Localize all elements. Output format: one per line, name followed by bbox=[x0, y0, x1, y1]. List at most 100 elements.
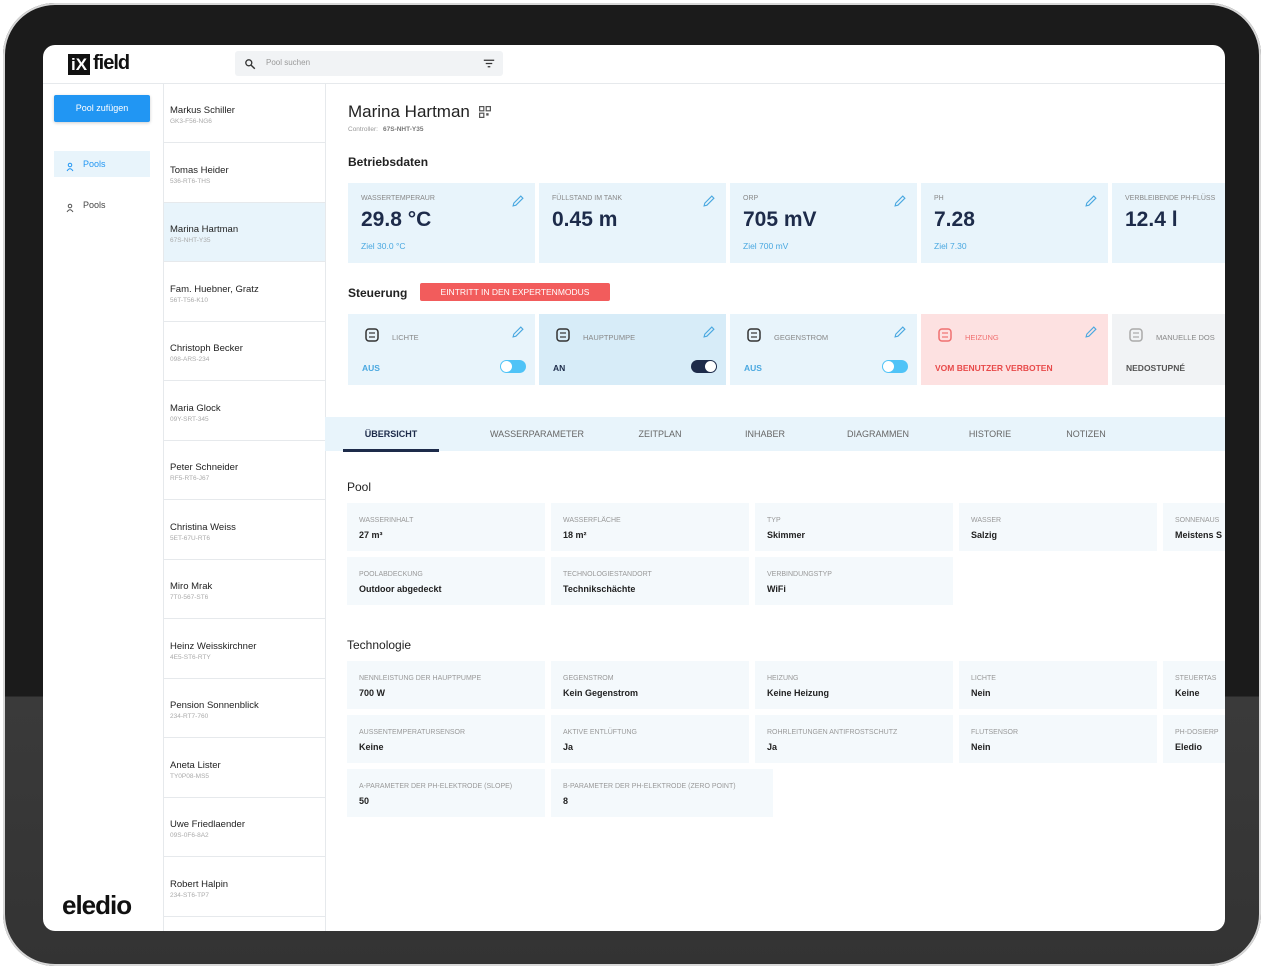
pool-list-item[interactable]: Tomas Heider 536-RT6-THS bbox=[164, 144, 325, 203]
control-icon bbox=[744, 325, 764, 345]
field-card: SONNENAUS Meistens S bbox=[1163, 503, 1225, 551]
tab[interactable]: INHABER bbox=[744, 429, 785, 439]
control-state: NEDOSTUPNÉ bbox=[1126, 363, 1186, 373]
expert-mode-button[interactable]: EINTRITT IN DEN EXPERTENMODUS bbox=[420, 283, 610, 301]
metric-label: VERBLEIBENDE PH-FLÜSS bbox=[1125, 195, 1216, 202]
filter-icon[interactable] bbox=[482, 57, 496, 70]
section-heading: Betriebsdaten bbox=[348, 155, 429, 169]
pool-list-item[interactable]: Christoph Becker 098-ARS-234 bbox=[164, 322, 325, 381]
metric-label: FÜLLSTAND IM TANK bbox=[552, 195, 623, 202]
metric-value: 29.8 °C bbox=[361, 208, 432, 231]
logo-name: field bbox=[93, 52, 130, 74]
control-icon bbox=[553, 325, 573, 345]
toggle-switch[interactable] bbox=[500, 360, 526, 373]
field-value: Nein bbox=[971, 688, 991, 698]
field-value: 8 bbox=[563, 796, 569, 806]
pool-code: 5ET-67U-RT6 bbox=[170, 534, 210, 542]
tab[interactable]: ÜBERSICHT bbox=[364, 429, 418, 439]
field-card: VERBINDUNGSTYP WiFi bbox=[755, 557, 953, 605]
field-label: HEIZUNG bbox=[767, 675, 799, 682]
pool-list-item[interactable]: Heinz Weisskirchner 4E5-ST6-RTY bbox=[164, 620, 325, 679]
pool-code: 234-ST6-TP7 bbox=[170, 891, 210, 899]
toggle-knob bbox=[705, 361, 716, 372]
logo-mark: iX bbox=[68, 54, 90, 75]
field-label: GEGENSTROM bbox=[563, 675, 614, 682]
tab[interactable]: WASSERPARAMETER bbox=[490, 429, 585, 439]
toggle-knob bbox=[883, 361, 894, 372]
toggle-knob bbox=[501, 361, 512, 372]
tablet-frame: iX field Pool suchen Pool zufügen Pools Pools… bbox=[3, 3, 1261, 966]
pool-list-item[interactable]: Fam. Huebner, Gratz 56T-T56-K10 bbox=[164, 263, 325, 322]
control-card[interactable]: HEIZUNG VOM BENUTZER VERBOTEN bbox=[921, 314, 1108, 385]
field-label: PH-DOSIERP bbox=[1175, 729, 1219, 736]
add-pool-button[interactable]: Pool zufügen bbox=[54, 95, 150, 122]
nav-label: Pools bbox=[83, 200, 106, 210]
field-value: Salzig bbox=[971, 530, 998, 540]
screen: iX field Pool suchen Pool zufügen Pools Pools… bbox=[43, 45, 1225, 931]
metric-value: 705 mV bbox=[743, 208, 817, 231]
field-label: TYP bbox=[767, 517, 781, 524]
field-card: POOLABDECKUNG Outdoor abgedeckt bbox=[347, 557, 545, 605]
search-placeholder: Pool suchen bbox=[266, 58, 311, 67]
qr-icon bbox=[479, 105, 491, 118]
metric-card: ORP 705 mV Ziel 700 mV bbox=[730, 183, 917, 263]
tab[interactable]: NOTIZEN bbox=[1066, 429, 1106, 439]
edit-icon[interactable] bbox=[893, 325, 907, 339]
pool-name: Aneta Lister bbox=[170, 759, 221, 771]
pool-list-item[interactable]: Peter Schneider RF5-RT6-J67 bbox=[164, 441, 325, 500]
edit-icon[interactable] bbox=[1084, 194, 1098, 208]
control-icon bbox=[935, 325, 955, 345]
pool-list-item[interactable]: Pension Sonnenblick 234-RT7-760 bbox=[164, 679, 325, 738]
metric-card: PH 7.28 Ziel 7.30 bbox=[921, 183, 1108, 263]
field-value: Ja bbox=[767, 742, 778, 752]
pool-code: RF5-RT6-J67 bbox=[170, 475, 210, 482]
nav-item[interactable]: Pools bbox=[54, 192, 150, 218]
edit-icon[interactable] bbox=[1084, 325, 1098, 339]
pool-name: Tomas Heider bbox=[170, 164, 229, 176]
pool-list-item[interactable]: Christina Weiss 5ET-67U-RT6 bbox=[164, 501, 325, 560]
pool-name: Fam. Huebner, Gratz bbox=[170, 283, 259, 295]
control-card[interactable]: HAUPTPUMPE AN bbox=[539, 314, 726, 385]
pool-list-item[interactable]: Aneta Lister TY0P08-MS5 bbox=[164, 739, 325, 798]
field-value: Outdoor abgedeckt bbox=[359, 584, 442, 594]
nav-item[interactable]: Pools bbox=[54, 151, 150, 177]
pool-list-item[interactable]: Maria Glock 09Y-SRT-345 bbox=[164, 382, 325, 441]
list-border bbox=[325, 83, 326, 931]
control-card[interactable]: GEGENSTROM AUS bbox=[730, 314, 917, 385]
search-box[interactable]: Pool suchen bbox=[235, 51, 503, 76]
field-value: 27 m³ bbox=[359, 530, 383, 540]
tab[interactable]: ZEITPLAN bbox=[638, 429, 682, 439]
metric-value: 0.45 m bbox=[552, 208, 618, 231]
pool-code: 4E5-ST6-RTY bbox=[170, 653, 211, 661]
field-label: WASSERINHALT bbox=[359, 517, 414, 524]
edit-icon[interactable] bbox=[511, 194, 525, 208]
field-label: AKTIVE ENTLÜFTUNG bbox=[563, 729, 637, 736]
edit-icon[interactable] bbox=[893, 194, 907, 208]
control-state: AUS bbox=[744, 363, 762, 373]
edit-icon[interactable] bbox=[702, 325, 716, 339]
tab[interactable]: DIAGRAMMEN bbox=[846, 429, 909, 439]
edit-icon[interactable] bbox=[702, 194, 716, 208]
tab[interactable]: HISTORIE bbox=[968, 429, 1012, 439]
field-value: Keine bbox=[359, 742, 384, 752]
field-label: FLUTSENSOR bbox=[971, 729, 1019, 736]
nav-label: Pools bbox=[83, 159, 106, 169]
pool-list-item[interactable]: Uwe Friedlaender 09S-0F6-8A2 bbox=[164, 798, 325, 857]
pool-name: Markus Schiller bbox=[170, 105, 235, 116]
control-icon bbox=[362, 325, 382, 345]
edit-icon[interactable] bbox=[511, 325, 525, 339]
pool-name: Pension Sonnenblick bbox=[170, 700, 259, 711]
control-card[interactable]: LICHTE AUS bbox=[348, 314, 535, 385]
section-heading: Steuerung bbox=[348, 286, 408, 300]
pool-list-item[interactable]: Robert Halpin 234-ST6-TP7 bbox=[164, 858, 325, 917]
pool-list-item[interactable]: Markus Schiller GK3-F56-NG6 bbox=[164, 84, 325, 143]
metric-card: VERBLEIBENDE PH-FLÜSS 12.4 l bbox=[1112, 183, 1225, 263]
pool-list-item[interactable]: Marina Hartman 67S-NHT-Y35 bbox=[164, 203, 325, 262]
toggle-switch[interactable] bbox=[691, 360, 717, 373]
field-label: B-PARAMETER DER PH-ELEKTRODE (ZERO POINT… bbox=[563, 783, 736, 790]
field-label: SONNENAUS bbox=[1175, 517, 1220, 524]
pool-list-item[interactable]: Miro Mrak 7T0-567-ST6 bbox=[164, 560, 325, 619]
toggle-switch[interactable] bbox=[882, 360, 908, 373]
control-label: LICHTE bbox=[392, 333, 419, 342]
field-card: PH-DOSIERP Eledio bbox=[1163, 715, 1225, 763]
